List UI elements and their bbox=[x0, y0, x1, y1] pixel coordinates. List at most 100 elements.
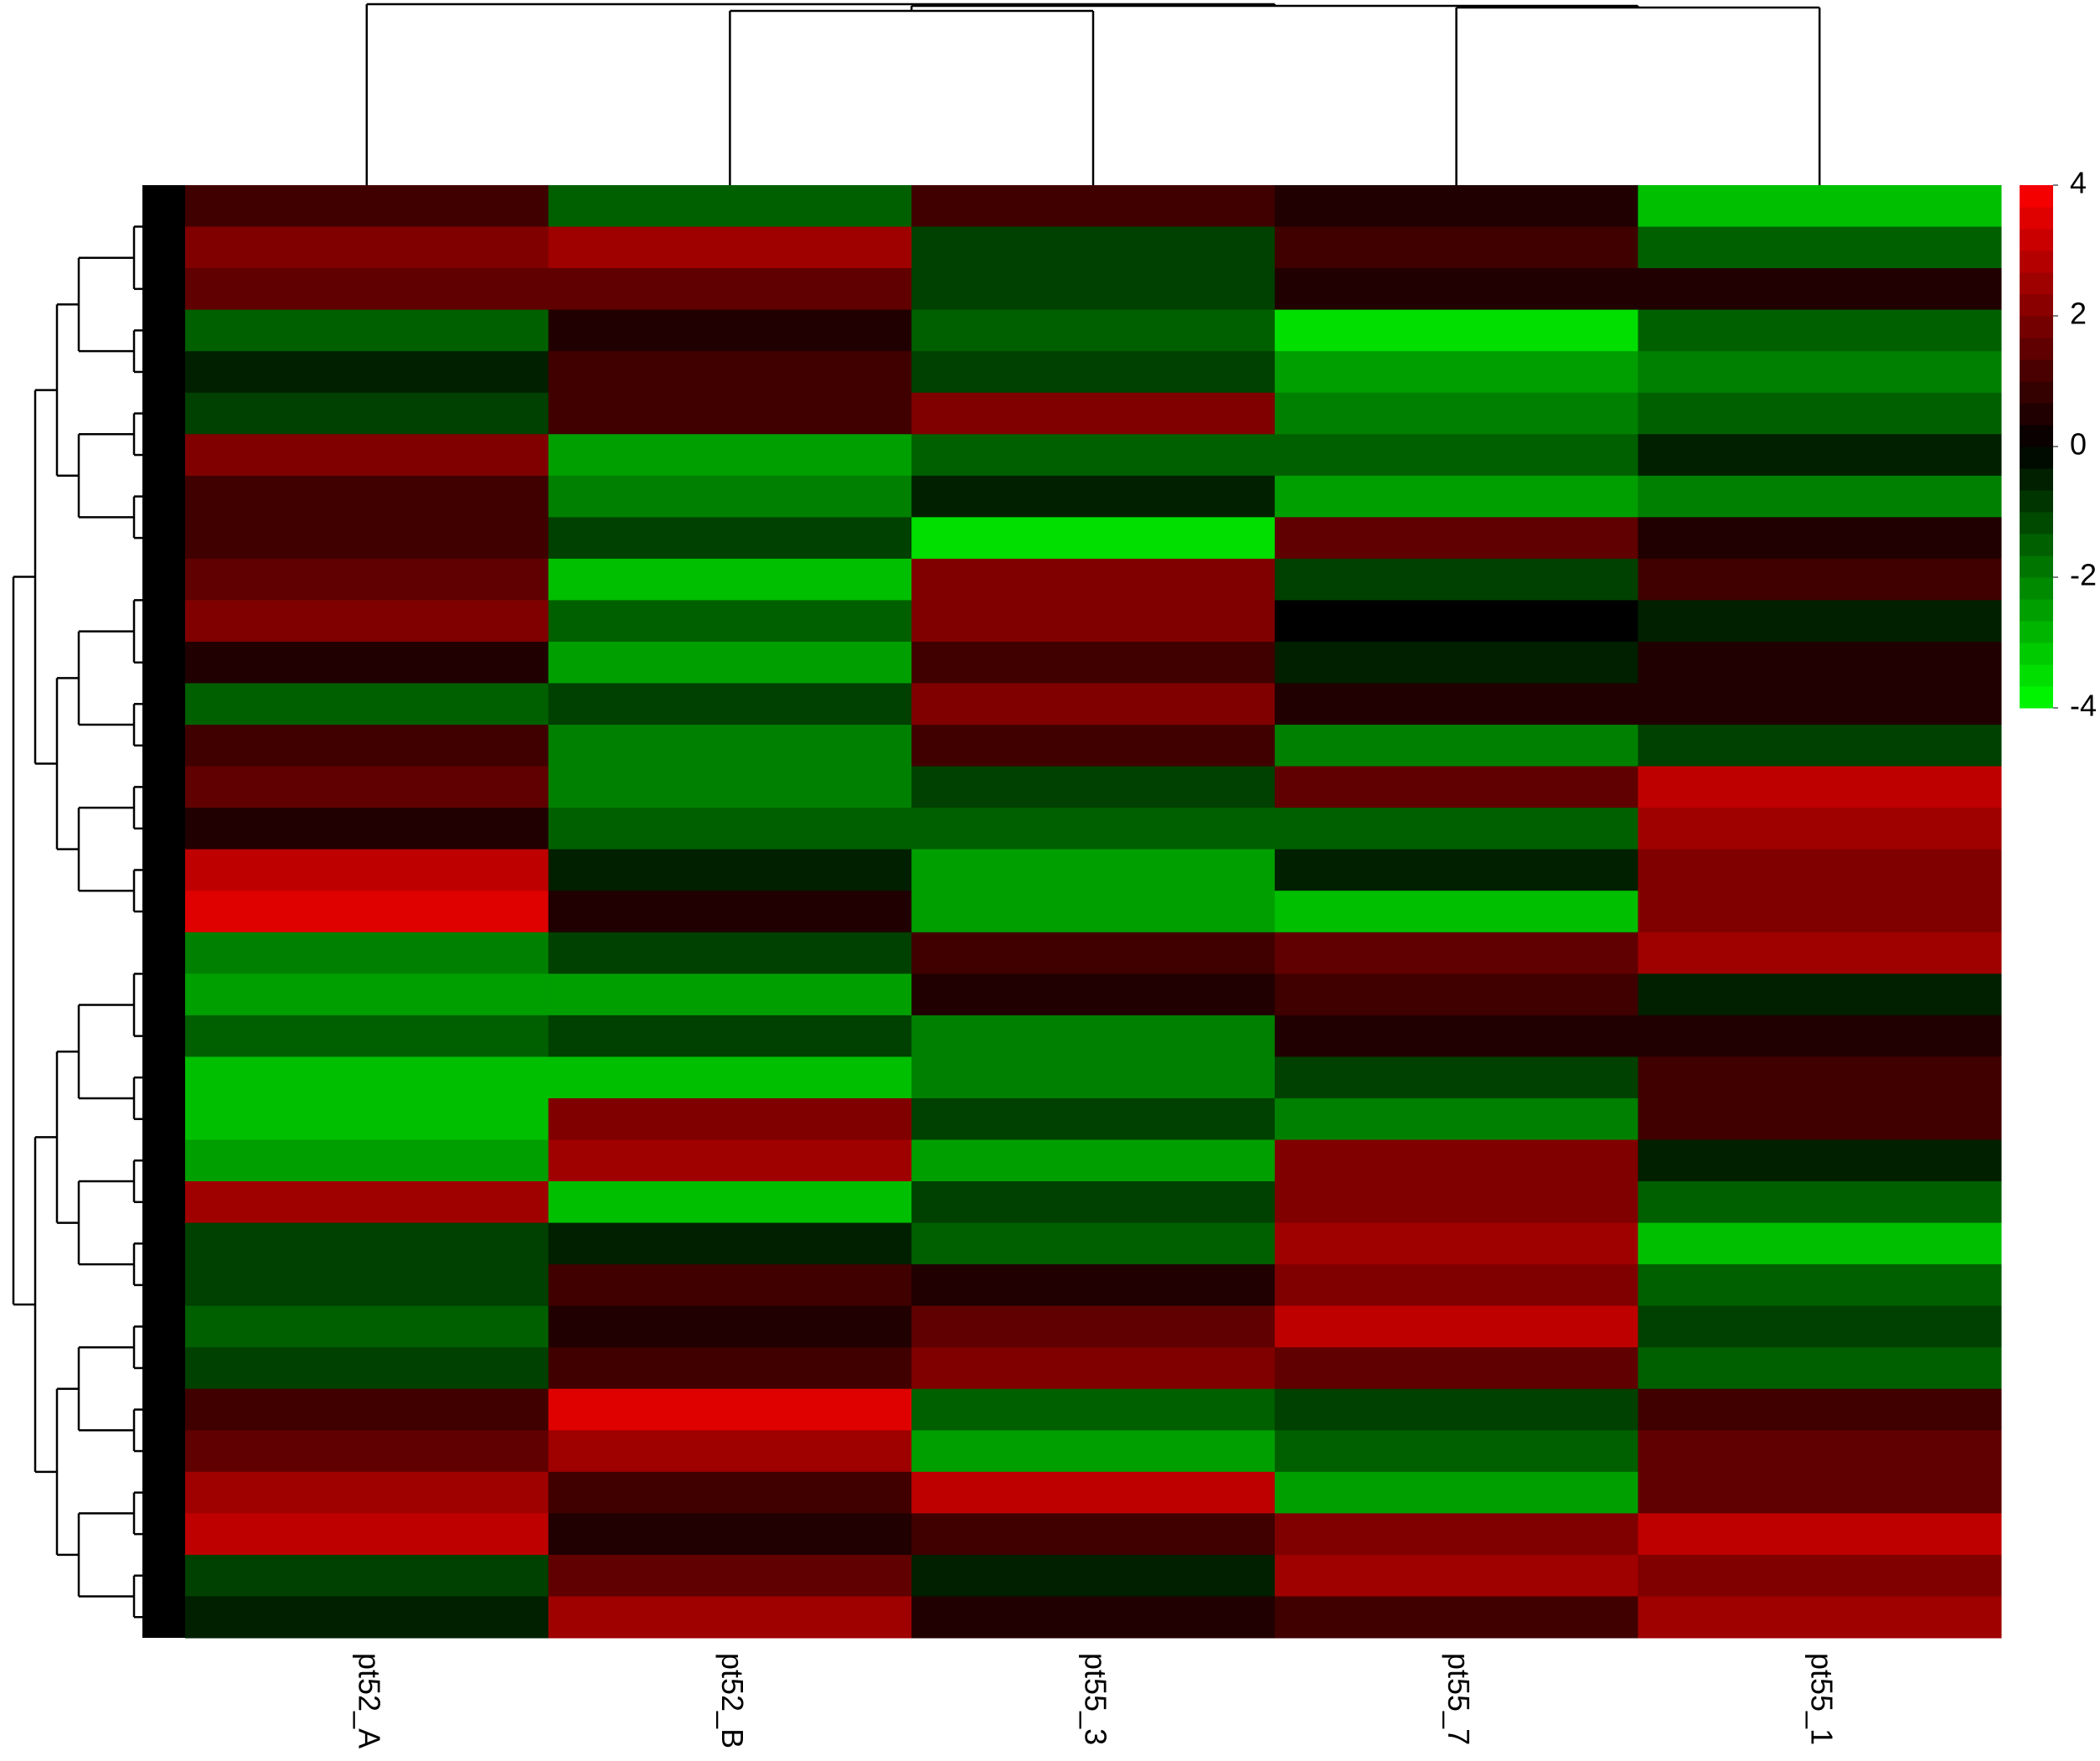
heat-cell bbox=[185, 1264, 550, 1307]
heat-cell bbox=[911, 1305, 1276, 1348]
heat-cell bbox=[1274, 309, 1638, 352]
heat-cell bbox=[548, 351, 912, 394]
heat-cell bbox=[1274, 351, 1638, 394]
heat-cell bbox=[1274, 1222, 1638, 1265]
heat-cell bbox=[911, 683, 1276, 726]
column-label: pt55_7 bbox=[1442, 1653, 1476, 1745]
heat-cell bbox=[911, 766, 1276, 808]
colorbar-step bbox=[2020, 512, 2053, 534]
colorbar-tick-label: 2 bbox=[2070, 297, 2087, 331]
heat-cell bbox=[185, 1097, 550, 1140]
colorbar-step bbox=[2020, 294, 2053, 317]
heat-cell bbox=[1638, 600, 2002, 643]
heat-cell bbox=[911, 1596, 1276, 1639]
colorbar-step bbox=[2020, 207, 2053, 230]
heat-cell bbox=[911, 1471, 1276, 1514]
heat-cell bbox=[1638, 1056, 2002, 1099]
heat-cell bbox=[548, 766, 912, 808]
heat-cell bbox=[911, 1513, 1276, 1556]
heat-cell bbox=[185, 1139, 550, 1182]
heat-cell bbox=[911, 1430, 1276, 1473]
heat-cell bbox=[911, 1139, 1276, 1182]
colorbar-step bbox=[2020, 316, 2053, 338]
heat-cell bbox=[548, 1139, 912, 1182]
heat-cell bbox=[1638, 932, 2002, 974]
heat-cell bbox=[548, 1056, 912, 1099]
heat-cell bbox=[1274, 1139, 1638, 1182]
heat-cell bbox=[548, 1388, 912, 1431]
heat-cell bbox=[548, 309, 912, 352]
heat-cell bbox=[911, 973, 1276, 1016]
heat-cell bbox=[185, 1305, 550, 1348]
heat-cell bbox=[1638, 558, 2002, 601]
heat-cell bbox=[185, 932, 550, 974]
heat-cell bbox=[185, 641, 550, 684]
column-label: pt55_3 bbox=[1078, 1653, 1112, 1745]
heat-cell bbox=[185, 1554, 550, 1597]
heat-cell bbox=[1274, 641, 1638, 684]
heat-cell bbox=[185, 1430, 550, 1473]
heat-cell bbox=[1638, 891, 2002, 933]
heat-cell bbox=[548, 1097, 912, 1140]
heat-cell bbox=[548, 185, 912, 228]
heat-cell bbox=[1274, 1347, 1638, 1390]
colorbar-tick-label: 4 bbox=[2070, 166, 2087, 200]
colorbar-step bbox=[2020, 185, 2053, 208]
heat-cell bbox=[1638, 185, 2002, 228]
colorbar-step bbox=[2020, 577, 2053, 600]
heat-cell bbox=[1638, 475, 2002, 518]
heat-cell bbox=[1274, 600, 1638, 643]
heat-cell bbox=[1274, 434, 1638, 477]
heat-cell bbox=[185, 973, 550, 1016]
heat-cell bbox=[1638, 1181, 2002, 1224]
heat-cell bbox=[185, 392, 550, 435]
heat-cell bbox=[548, 973, 912, 1016]
heat-cell bbox=[185, 185, 550, 228]
heat-cell bbox=[185, 1222, 550, 1265]
heat-cell bbox=[548, 1554, 912, 1597]
heat-cell bbox=[1274, 1181, 1638, 1224]
heat-cell bbox=[185, 1015, 550, 1057]
heat-cell bbox=[1274, 683, 1638, 726]
colorbar-step bbox=[2020, 229, 2053, 251]
heat-cell bbox=[185, 1181, 550, 1224]
heat-cell bbox=[911, 1056, 1276, 1099]
heat-cell bbox=[911, 351, 1276, 394]
heat-cell bbox=[185, 475, 550, 518]
heat-cell bbox=[548, 808, 912, 850]
heat-cell bbox=[1638, 1554, 2002, 1597]
heat-cell bbox=[1638, 641, 2002, 684]
heat-cell bbox=[1638, 392, 2002, 435]
heat-cell bbox=[1274, 392, 1638, 435]
heat-cell bbox=[1638, 517, 2002, 560]
colorbar-step bbox=[2020, 555, 2053, 578]
heat-cell bbox=[1274, 1015, 1638, 1057]
heat-cell bbox=[1274, 226, 1638, 269]
heat-cell bbox=[911, 268, 1276, 311]
heat-cell bbox=[1638, 766, 2002, 808]
heat-cell bbox=[1274, 558, 1638, 601]
heat-cell bbox=[911, 475, 1276, 518]
heat-cell bbox=[548, 1305, 912, 1348]
heat-cell bbox=[1638, 1264, 2002, 1307]
heat-cell bbox=[1638, 1222, 2002, 1265]
colorbar-step bbox=[2020, 425, 2053, 447]
heat-cell bbox=[911, 1554, 1276, 1597]
heat-cell bbox=[548, 1596, 912, 1639]
heat-cell bbox=[1274, 1097, 1638, 1140]
heat-cell bbox=[1638, 1347, 2002, 1390]
heat-cell bbox=[548, 683, 912, 726]
heat-cell bbox=[1274, 849, 1638, 891]
column-label: pt52_A bbox=[352, 1653, 386, 1748]
heat-cell bbox=[911, 725, 1276, 767]
heat-cell bbox=[548, 1264, 912, 1307]
heat-cell bbox=[911, 849, 1276, 891]
heat-cell bbox=[1638, 1513, 2002, 1556]
colorbar-tick-label: 0 bbox=[2070, 427, 2087, 462]
heat-cell bbox=[548, 1471, 912, 1514]
heat-cell bbox=[185, 226, 550, 269]
heat-cell bbox=[1274, 725, 1638, 767]
heat-cell bbox=[185, 725, 550, 767]
heat-cell bbox=[548, 475, 912, 518]
heat-cell bbox=[1638, 808, 2002, 850]
